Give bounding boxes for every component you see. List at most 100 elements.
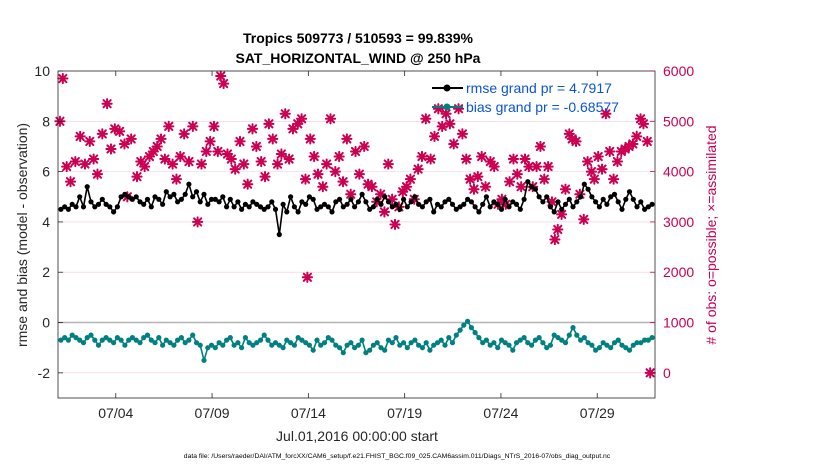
- series-1-point-93: [408, 340, 414, 346]
- obs-marker-26: [163, 120, 175, 132]
- series-1-point-139: [581, 335, 587, 341]
- series-0-point-48: [239, 206, 245, 212]
- series-1-point-37: [197, 342, 203, 348]
- obs-marker-45: [238, 158, 250, 170]
- series-0-point-50: [246, 204, 252, 210]
- series-1-point-13: [107, 337, 113, 343]
- obs-marker-131: [574, 188, 586, 200]
- obs-marker-77: [366, 181, 378, 193]
- series-0-point-116: [495, 201, 501, 207]
- series-0-point-95: [416, 201, 422, 207]
- series-1-point-157: [649, 335, 655, 341]
- obs-marker-14: [114, 125, 126, 137]
- series-1-point-48: [239, 345, 245, 351]
- series-1-point-149: [619, 342, 625, 348]
- obs-marker-17: [125, 133, 137, 145]
- series-0-point-33: [182, 191, 188, 197]
- series-0-point-19: [129, 196, 135, 202]
- series-1-point-124: [525, 340, 531, 346]
- series-1-point-91: [401, 340, 407, 346]
- obs-marker-96: [440, 108, 452, 120]
- series-0-point-101: [438, 204, 444, 210]
- obs-marker-10: [96, 128, 108, 140]
- obs-marker-11: [101, 98, 113, 110]
- series-0-point-22: [141, 201, 147, 207]
- y-axis-label-left: rmse and bias (model - observation): [14, 123, 30, 347]
- series-0-point-127: [536, 194, 542, 200]
- series-1-point-151: [626, 347, 633, 353]
- series-1-point-50: [246, 340, 252, 346]
- series-0-point-98: [427, 196, 433, 202]
- series-0-point-109: [468, 199, 474, 205]
- series-0-point-103: [446, 196, 452, 202]
- obs-marker-55: [279, 108, 291, 120]
- series-1-point-75: [340, 350, 346, 356]
- series-0-point-0: [58, 206, 64, 212]
- series-1-point-55: [265, 337, 271, 343]
- y-left-tick-label-0: -2: [38, 365, 51, 381]
- obs-marker-111: [500, 198, 512, 210]
- obs-marker-72: [345, 188, 357, 200]
- series-1-point-101: [438, 337, 444, 343]
- series-0-point-86: [382, 194, 388, 200]
- series-1-point-57: [272, 340, 279, 346]
- series-1-point-138: [578, 337, 584, 343]
- series-1-point-150: [623, 345, 629, 351]
- series-0-point-81: [363, 199, 369, 205]
- series-1-point-19: [129, 335, 135, 341]
- series-1-point-35: [190, 332, 196, 338]
- series-1-point-66: [306, 342, 312, 348]
- series-1-point-8: [88, 332, 94, 338]
- series-0-point-117: [498, 206, 505, 212]
- series-1-point-36: [193, 340, 200, 346]
- series-0-point-52: [254, 201, 260, 207]
- obs-marker-24: [155, 133, 167, 145]
- series-1-point-107: [461, 322, 467, 328]
- series-0-point-26: [156, 196, 162, 202]
- series-1-point-11: [99, 337, 105, 343]
- series-0-point-130: [547, 204, 554, 210]
- series-1-point-23: [144, 332, 151, 338]
- series-0-point-74: [337, 196, 343, 202]
- series-1-point-109: [468, 325, 474, 331]
- series-0-point-82: [367, 206, 373, 212]
- series-1-point-7: [84, 335, 90, 341]
- obs-marker-13: [109, 123, 121, 135]
- series-1-point-40: [208, 342, 215, 348]
- series-1-point-105: [453, 332, 459, 338]
- series-0-point-25: [152, 194, 158, 200]
- obs-marker-58: [292, 118, 304, 130]
- obs-marker-69: [333, 150, 345, 163]
- series-0-point-63: [295, 209, 301, 215]
- series-0-point-24: [148, 204, 154, 210]
- obs-marker-19: [135, 155, 147, 168]
- series-0-point-129: [544, 194, 550, 200]
- series-1-point-108: [465, 318, 471, 324]
- obs-marker-116: [519, 153, 531, 165]
- legend-rmse-marker: [443, 84, 451, 92]
- series-0-point-121: [513, 201, 520, 207]
- obs-marker-67: [324, 113, 337, 125]
- obs-marker-113: [507, 153, 520, 165]
- series-1-point-129: [544, 345, 550, 351]
- series-1-point-118: [502, 340, 508, 346]
- obs-marker-141: [611, 155, 624, 168]
- series-0-point-58: [276, 231, 282, 238]
- obs-marker-103: [468, 183, 480, 195]
- obs-marker-36: [204, 135, 216, 148]
- x-axis-label: Jul.01,2016 00:00:00 start: [276, 428, 438, 444]
- obs-marker-115: [515, 181, 527, 193]
- series-1-point-82: [367, 347, 373, 353]
- series-0-point-87: [385, 199, 392, 205]
- obs-marker-85: [397, 186, 409, 198]
- obs-marker-145: [627, 138, 639, 150]
- series-1-point-115: [491, 340, 497, 346]
- obs-marker-135: [588, 173, 600, 185]
- obs-marker-4: [69, 155, 81, 168]
- series-1-point-112: [480, 340, 486, 346]
- obs-marker-49: [255, 155, 267, 168]
- obs-marker-52: [267, 133, 279, 145]
- x-tick-label-4: 07/24: [483, 405, 518, 421]
- series-0-point-16: [118, 194, 124, 200]
- obs-marker-124: [549, 233, 561, 246]
